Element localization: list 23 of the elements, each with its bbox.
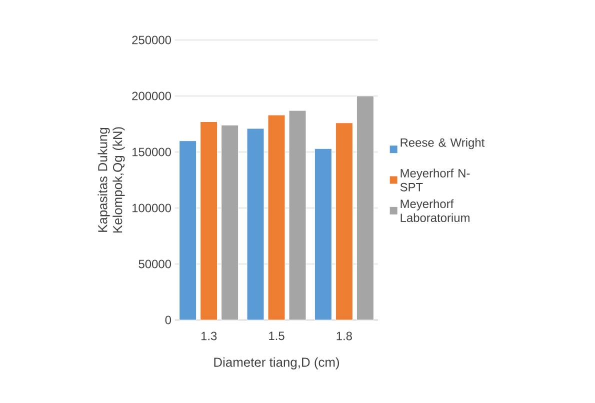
bar [179, 140, 197, 320]
bar [221, 124, 239, 320]
x-tick-label: 1.5 [269, 332, 284, 340]
legend-label: Reese & Wright [400, 138, 485, 150]
y-tick-label: 250000 [132, 36, 172, 44]
bar [314, 148, 332, 320]
bar [246, 128, 264, 320]
bar [200, 122, 218, 320]
y-tick-label: 200000 [132, 92, 172, 100]
bar [335, 122, 353, 320]
y-tick-label: 0 [165, 316, 172, 324]
bar [268, 114, 286, 320]
legend-label: Meyerhorf N-SPT [400, 168, 470, 192]
bar [288, 110, 306, 320]
y-tick-label: 100000 [132, 204, 172, 212]
x-tick-label: 1.8 [336, 332, 352, 340]
x-tick-label: 1.3 [201, 332, 217, 340]
y-tick-label: 50000 [138, 260, 172, 268]
x-axis-title: Diameter tiang,D (cm) [214, 357, 340, 370]
y-axis-title: Kapasitas Dukung Kelompok,Qg (kN) [98, 127, 125, 233]
legend-label: Meyerhorf Laboratorium [400, 199, 470, 222]
bar [356, 96, 374, 320]
y-tick-label: 150000 [132, 148, 172, 156]
